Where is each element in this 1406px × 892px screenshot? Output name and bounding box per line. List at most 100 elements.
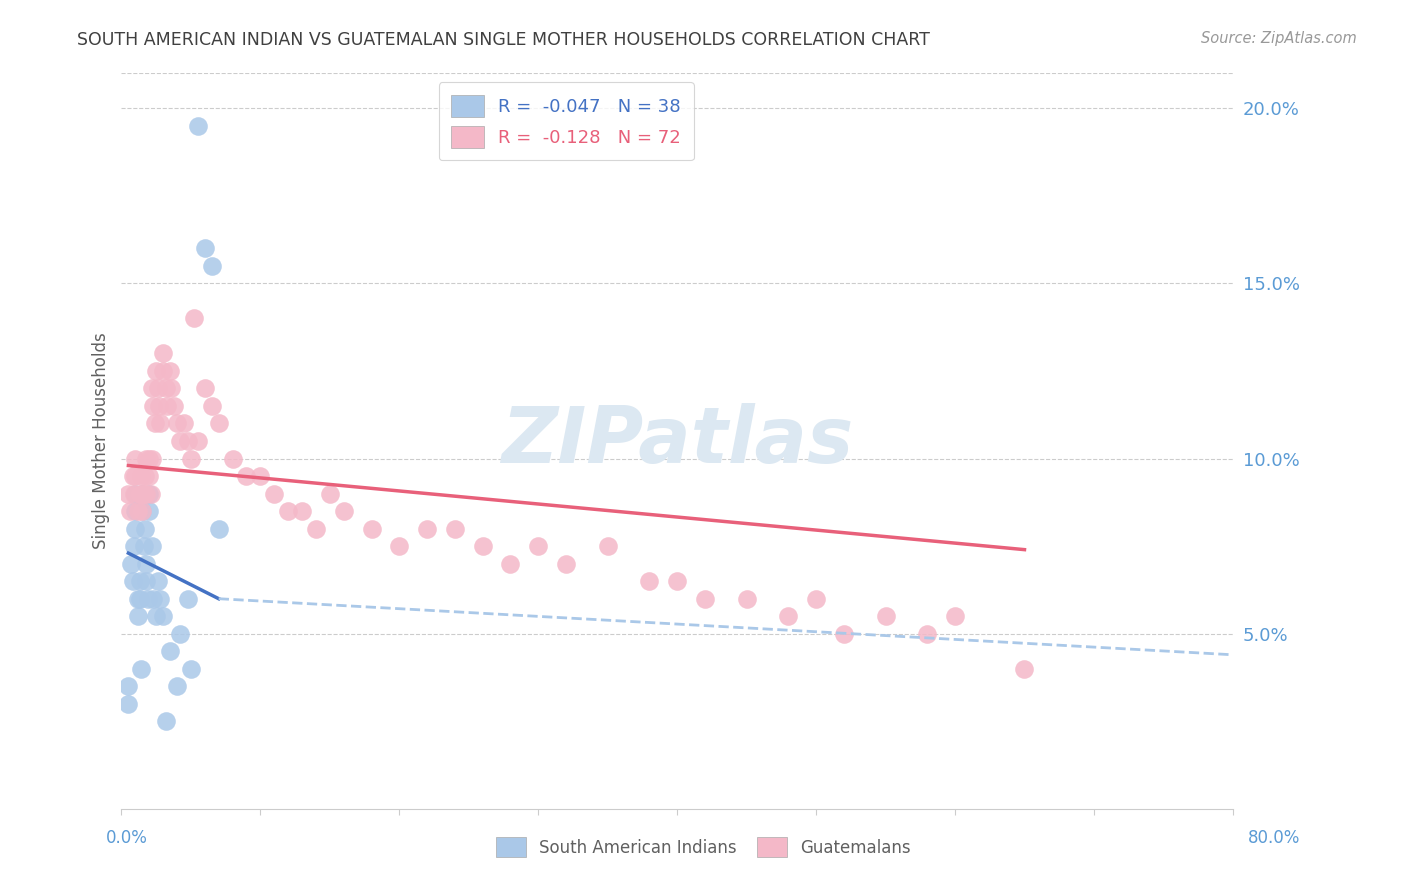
Point [131,504,153,518]
Point [163,399,186,413]
Legend: R =  -0.047   N = 38, R =  -0.128   N = 72: R = -0.047 N = 38, R = -0.128 N = 72 [439,82,693,161]
Point [471,539,494,553]
Point [129,469,152,483]
Point [187,119,209,133]
Point [129,662,152,676]
Point [943,609,966,624]
Point [141,381,163,395]
Point [146,574,169,589]
Point [201,399,224,413]
Point [141,539,163,553]
Point [152,364,174,378]
Point [155,714,177,729]
Point [149,417,172,431]
Point [596,539,619,553]
Point [160,381,183,395]
Point [118,504,141,518]
Point [127,609,149,624]
Text: ZIPatlas: ZIPatlas [501,403,853,479]
Point [145,364,167,378]
Point [139,486,162,500]
Point [142,399,165,413]
Point [117,679,139,693]
Point [555,557,578,571]
Point [138,504,160,518]
Point [146,381,169,395]
Point [444,522,467,536]
Point [169,626,191,640]
Point [120,557,142,571]
Point [124,504,146,518]
Point [138,451,160,466]
Text: Source: ZipAtlas.com: Source: ZipAtlas.com [1201,31,1357,46]
Point [638,574,661,589]
Point [156,399,179,413]
Point [127,504,149,518]
Point [152,609,174,624]
Legend: South American Indians, Guatemalans: South American Indians, Guatemalans [489,830,917,864]
Point [180,662,202,676]
Text: SOUTH AMERICAN INDIAN VS GUATEMALAN SINGLE MOTHER HOUSEHOLDS CORRELATION CHART: SOUTH AMERICAN INDIAN VS GUATEMALAN SING… [77,31,931,49]
Point [1014,662,1036,676]
Point [128,591,150,606]
Point [499,557,522,571]
Text: 80.0%: 80.0% [1249,829,1301,847]
Point [778,609,800,624]
Y-axis label: Single Mother Households: Single Mother Households [93,333,110,549]
Point [152,346,174,360]
Point [117,486,139,500]
Point [201,259,224,273]
Point [128,574,150,589]
Point [121,574,143,589]
Point [166,679,188,693]
Point [124,451,146,466]
Point [141,451,163,466]
Point [183,311,205,326]
Point [180,451,202,466]
Point [249,469,271,483]
Point [527,539,550,553]
Point [134,469,156,483]
Point [177,591,200,606]
Point [208,522,231,536]
Point [159,364,181,378]
Point [875,609,897,624]
Point [131,486,153,500]
Point [291,504,314,518]
Point [319,486,342,500]
Point [832,626,855,640]
Point [124,486,146,500]
Point [173,417,195,431]
Point [121,469,143,483]
Point [277,504,299,518]
Point [187,434,209,448]
Point [128,486,150,500]
Point [122,539,145,553]
Point [136,591,159,606]
Point [360,522,382,536]
Point [127,591,149,606]
Point [263,486,285,500]
Point [169,434,191,448]
Point [117,697,139,711]
Point [148,399,170,413]
Point [735,591,758,606]
Point [134,522,156,536]
Point [124,469,146,483]
Point [235,469,257,483]
Point [693,591,716,606]
Point [131,504,153,518]
Point [138,469,160,483]
Point [159,644,181,658]
Point [177,434,200,448]
Point [915,626,938,640]
Text: 0.0%: 0.0% [105,829,148,847]
Point [332,504,354,518]
Point [194,241,217,255]
Point [131,486,153,500]
Point [155,381,177,395]
Point [416,522,439,536]
Point [124,522,146,536]
Point [135,574,157,589]
Point [388,539,411,553]
